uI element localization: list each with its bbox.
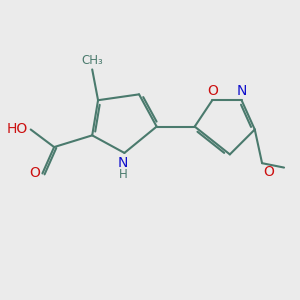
Text: O: O (263, 165, 274, 178)
Text: H: H (118, 168, 127, 181)
Text: CH₃: CH₃ (81, 53, 103, 67)
Text: N: N (118, 156, 128, 170)
Text: O: O (207, 84, 218, 98)
Text: O: O (29, 167, 40, 180)
Text: HO: HO (7, 122, 28, 136)
Text: N: N (236, 84, 247, 98)
